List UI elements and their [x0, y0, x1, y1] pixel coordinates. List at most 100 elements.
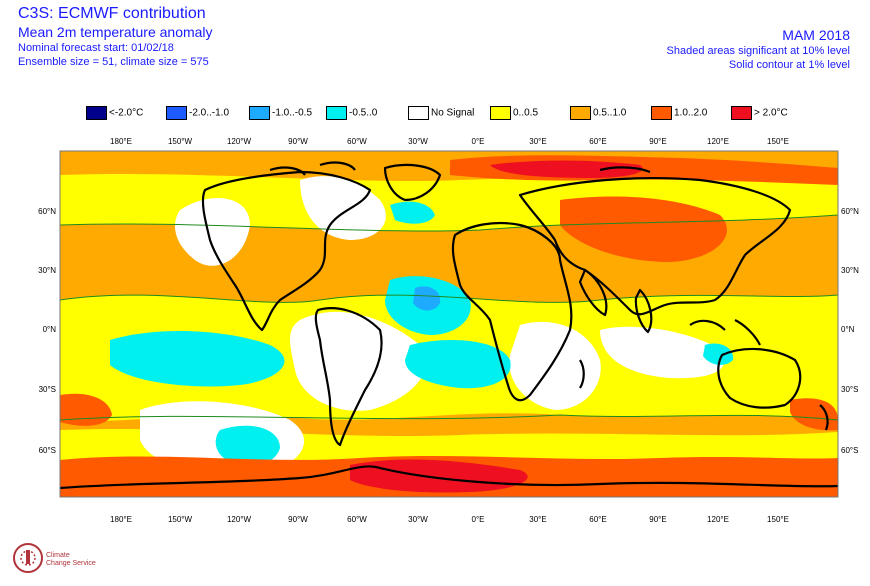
field-cyan — [405, 340, 511, 389]
legend-item: 0.5..1.0 — [570, 106, 626, 120]
header-left: C3S: ECMWF contribution Mean 2m temperat… — [18, 4, 213, 69]
lon-label: 60°W — [347, 137, 367, 146]
lon-label: 0°E — [472, 515, 485, 524]
lat-label: 60°N — [841, 207, 859, 216]
forecast-start: Nominal forecast start: 01/02/18 — [18, 42, 174, 54]
india-outline — [634, 288, 653, 334]
legend-item: > 2.0°C — [731, 106, 788, 120]
lon-label: 30°E — [529, 515, 546, 524]
legend-item: No Signal — [408, 106, 474, 120]
lon-label: 120°W — [227, 137, 252, 146]
legend-label: -1.0..-0.5 — [272, 107, 313, 119]
field-red — [350, 459, 528, 493]
lat-label: 30°S — [841, 385, 858, 394]
significance-note: Shaded areas significant at 10% level — [666, 45, 850, 57]
arabia-outline — [578, 268, 608, 317]
legend-label: > 2.0°C — [754, 107, 788, 119]
lon-label: 90°W — [288, 515, 308, 524]
lon-label: 30°E — [529, 137, 546, 146]
lon-label: 180°E — [110, 137, 132, 146]
lon-label: 90°E — [649, 137, 666, 146]
lon-labels-top: 180°E 150°W 120°W 90°W 60°W 30°W 0°E 30°… — [110, 137, 789, 146]
legend-swatch — [490, 106, 511, 120]
contour-note: Solid contour at 1% level — [728, 59, 850, 71]
legend-label: -0.5..0 — [349, 107, 378, 119]
legend-label: No Signal — [431, 107, 475, 119]
logo-line: Climate — [46, 552, 70, 559]
map-field — [60, 151, 838, 497]
south-america-outline — [314, 307, 383, 447]
lon-label: 150°E — [767, 137, 789, 146]
map-frame — [59, 150, 839, 498]
chart-title: C3S: ECMWF contribution — [18, 5, 206, 22]
australia-outline — [717, 347, 802, 409]
field-white — [509, 321, 601, 410]
coastlines — [60, 161, 838, 490]
field-red — [490, 160, 643, 178]
logo-text: Climate Change Service — [46, 552, 96, 568]
lat-label: 60°S — [39, 446, 56, 455]
legend-label: <-2.0°C — [109, 107, 144, 119]
lon-label: 150°W — [168, 137, 193, 146]
logo-line: Change Service — [46, 560, 96, 567]
field-cyan — [215, 425, 280, 466]
lon-label: 120°E — [707, 515, 729, 524]
lat-label: 30°N — [38, 266, 56, 275]
contour-line — [60, 294, 838, 303]
new-zealand-outline — [819, 404, 829, 431]
arctic-islands — [269, 161, 651, 176]
field-cyan — [110, 330, 285, 387]
legend-swatch — [326, 106, 347, 120]
lon-label: 90°W — [288, 137, 308, 146]
lon-label: 150°E — [767, 515, 789, 524]
antarctica-outline — [60, 465, 838, 490]
logo-thermometer — [26, 550, 30, 564]
lon-label: 60°W — [347, 515, 367, 524]
north-america-outline — [201, 170, 372, 332]
field-cyan — [390, 201, 435, 224]
lon-label: 60°E — [589, 515, 606, 524]
legend-item: -0.5..0 — [326, 106, 377, 120]
legend-swatch — [86, 106, 107, 120]
field-cyan — [703, 343, 734, 365]
legend-item: 1.0..2.0 — [651, 106, 707, 120]
chart-subtitle: Mean 2m temperature anomaly — [18, 24, 213, 40]
lon-labels-bottom: 180°E 150°W 120°W 90°W 60°W 30°W 0°E 30°… — [110, 515, 789, 524]
africa-europe-outline — [451, 221, 573, 402]
legend-label: 1.0..2.0 — [674, 107, 708, 119]
madagascar-outline — [579, 359, 585, 389]
lon-label: 30°W — [408, 515, 428, 524]
contour-line — [60, 414, 838, 421]
legend-label: 0..0.5 — [513, 107, 539, 119]
legend-label: 0.5..1.0 — [593, 107, 627, 119]
lat-label: 0°N — [841, 325, 855, 334]
lon-label: 90°E — [649, 515, 666, 524]
field-orange-red — [560, 196, 727, 262]
legend-swatch — [408, 106, 429, 120]
lon-label: 150°W — [168, 515, 193, 524]
legend-swatch — [731, 106, 752, 120]
lat-labels-right: 60°N 30°N 0°N 30°S 60°S — [841, 207, 859, 455]
legend-label: -2.0..-1.0 — [189, 107, 230, 119]
legend-item: 0..0.5 — [490, 106, 538, 120]
ensemble-size: Ensemble size = 51, climate size = 575 — [18, 56, 209, 68]
lon-label: 60°E — [589, 137, 606, 146]
lat-labels-left: 60°N 30°N 0°N 30°S 60°S — [38, 207, 56, 455]
field-white — [175, 198, 250, 266]
legend-swatch — [570, 106, 591, 120]
lat-label: 60°N — [38, 207, 56, 216]
field-white — [300, 176, 386, 240]
legend-swatch — [651, 106, 672, 120]
contour-line — [60, 214, 838, 232]
legend-swatch — [249, 106, 270, 120]
lat-label: 0°N — [43, 325, 57, 334]
se-asia-islands — [689, 319, 761, 346]
field-orange-red — [790, 398, 838, 431]
legend-item: -1.0..-0.5 — [249, 106, 312, 120]
logo-ring — [13, 543, 43, 573]
legend-swatch — [166, 106, 187, 120]
greenland-outline — [383, 163, 442, 202]
lat-label: 60°S — [841, 446, 858, 455]
season-label: MAM 2018 — [782, 27, 850, 43]
